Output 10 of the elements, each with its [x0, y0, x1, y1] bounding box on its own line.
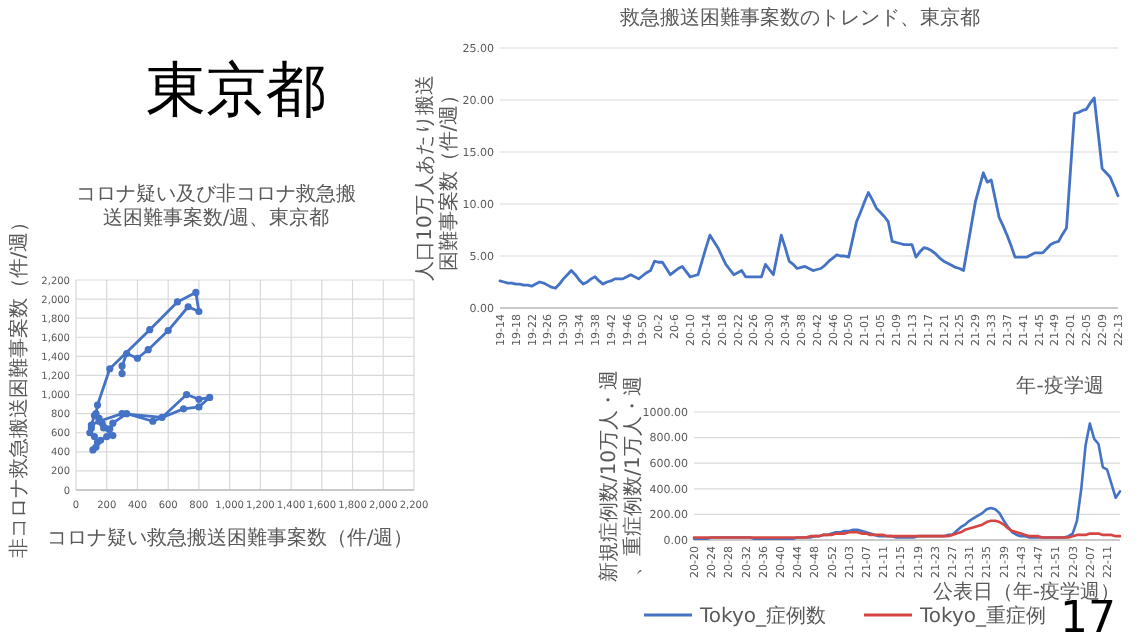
chart-title: コロナ疑い及び非コロナ救急搬送困難事案数/週、東京都 [76, 182, 356, 230]
chart-title: 救急搬送困難事案数のトレンド、東京都 [618, 6, 980, 30]
x-axis-title: 年-疫学週 [1016, 374, 1104, 398]
text: 東京都 [146, 56, 326, 126]
legend-label: Tokyo_重症例 [918, 604, 1046, 628]
y-axis-title: 非コロナ救急搬送困難事案数（件/週） [7, 211, 31, 559]
y-axis-title: 新規症例数/10万人・週、重症例数/1万人・週 [597, 369, 645, 583]
y-axis-title: 人口10万人あたり搬送困難事案数（件/週） [413, 75, 461, 281]
x-axis-title: コロナ疑い救急搬送困難事案数（件/週） [46, 526, 414, 550]
legend-label: Tokyo_症例数 [698, 604, 826, 628]
